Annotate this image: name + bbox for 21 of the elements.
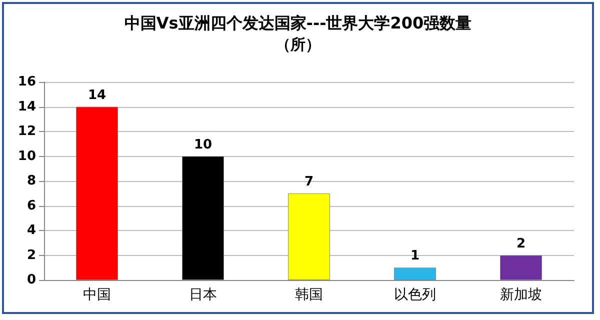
data-label: 14 xyxy=(88,88,106,103)
chart-subtitle: （所） xyxy=(276,36,320,54)
x-tick-label: 以色列 xyxy=(394,287,436,303)
data-label: 10 xyxy=(194,137,212,152)
y-tick-label: 14 xyxy=(18,99,36,114)
x-tick-label: 中国 xyxy=(83,287,111,303)
y-tick-label: 4 xyxy=(26,223,36,238)
y-tick-label: 8 xyxy=(26,174,36,188)
y-tick-label: 0 xyxy=(26,272,36,288)
data-label: 7 xyxy=(304,174,314,190)
data-label: 1 xyxy=(410,248,420,264)
y-tick-label: 6 xyxy=(26,198,36,214)
y-tick-label: 16 xyxy=(18,74,36,90)
y-tick-label: 2 xyxy=(26,248,36,263)
x-tick-label: 新加坡 xyxy=(500,287,542,303)
chart-title: 中国Vs亚洲四个发达国家---世界大学200强数量 xyxy=(124,14,472,32)
x-tick-label: 日本 xyxy=(189,287,217,303)
data-label: 2 xyxy=(516,236,526,252)
y-tick-label: 10 xyxy=(18,148,36,164)
y-tick-label: 12 xyxy=(18,124,36,139)
x-tick-label: 韩国 xyxy=(295,287,323,303)
